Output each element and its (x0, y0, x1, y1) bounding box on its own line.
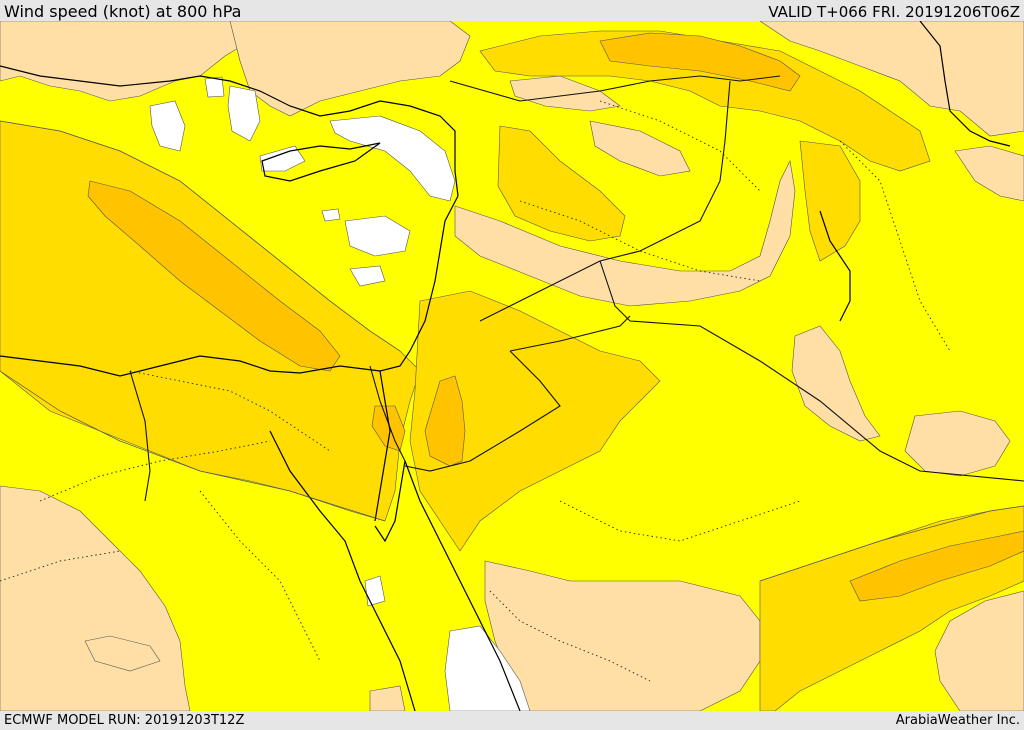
border-jordan-saudi-2 (404, 350, 561, 472)
border-turkey-syria (449, 75, 781, 102)
coast-turkey-south (0, 65, 459, 197)
area-north-east (759, 21, 1024, 137)
calm-red-sea-south (444, 625, 531, 711)
area-iraq-south (791, 325, 881, 442)
area-iran-east (954, 145, 1024, 202)
area-far-southeast (934, 590, 1024, 711)
coast-cyprus (261, 142, 381, 182)
calm-anatolia (227, 85, 261, 142)
coast-gulf (819, 210, 851, 322)
area-iraq-north (589, 120, 691, 177)
model-run: ECMWF MODEL RUN: 20191203T12Z (4, 713, 245, 728)
core-southeast (849, 530, 1024, 602)
coast-levant (379, 195, 459, 372)
area-iraq-west (509, 75, 621, 112)
coast-egypt-north (0, 355, 381, 377)
border-egypt-libya (129, 370, 151, 502)
coast-red-sea-east (404, 460, 521, 711)
calm-levant-sea (344, 215, 411, 257)
band-syria-oval (497, 125, 626, 242)
band-east-strip (799, 140, 861, 262)
map-title: Wind speed (knot) at 800 hPa (4, 2, 242, 21)
calm-cyprus-west (259, 145, 306, 172)
calm-areas (149, 76, 531, 711)
area-sudan (369, 685, 406, 711)
core-north (599, 32, 801, 92)
country-borders (129, 75, 1024, 502)
coast-red-sea-west (269, 430, 416, 711)
stronger-wind-areas (87, 32, 1024, 602)
area-syria-band (454, 160, 796, 307)
core-mediterranean (87, 180, 341, 372)
coast-sinai-e (374, 460, 406, 543)
admin-borders (0, 100, 951, 682)
calm-aegean (149, 100, 186, 152)
area-red-sea-west (84, 635, 161, 672)
area-iran-south (904, 410, 1011, 477)
footer-bar: ECMWF MODEL RUN: 20191203T12Z ArabiaWeat… (0, 711, 1024, 729)
border-iraq-saudi (599, 260, 1024, 482)
wind-speed-map (0, 21, 1024, 711)
calm-levant-sea-2 (349, 265, 386, 287)
low-wind-areas (0, 21, 1024, 711)
core-dead-sea (424, 375, 466, 467)
calm-red-sea-island (364, 575, 386, 607)
credit: ArabiaWeather Inc. (895, 713, 1020, 728)
border-egypt-israel (369, 365, 406, 462)
header-bar: Wind speed (knot) at 800 hPa VALID T+066… (0, 0, 1024, 21)
coast-caspian-west (919, 21, 1011, 147)
coastlines (0, 21, 1011, 711)
border-jordan-saudi (509, 315, 631, 352)
border-syria-iraq (479, 80, 731, 322)
calm-aegean-2 (204, 76, 225, 98)
valid-time: VALID T+066 FRI. 20191206T06Z (768, 3, 1020, 21)
calm-sea-dot (321, 208, 341, 222)
contour-lines (0, 120, 1024, 582)
coast-gulf-suez-w (374, 370, 391, 522)
calm-cyprus-sea (329, 115, 456, 202)
